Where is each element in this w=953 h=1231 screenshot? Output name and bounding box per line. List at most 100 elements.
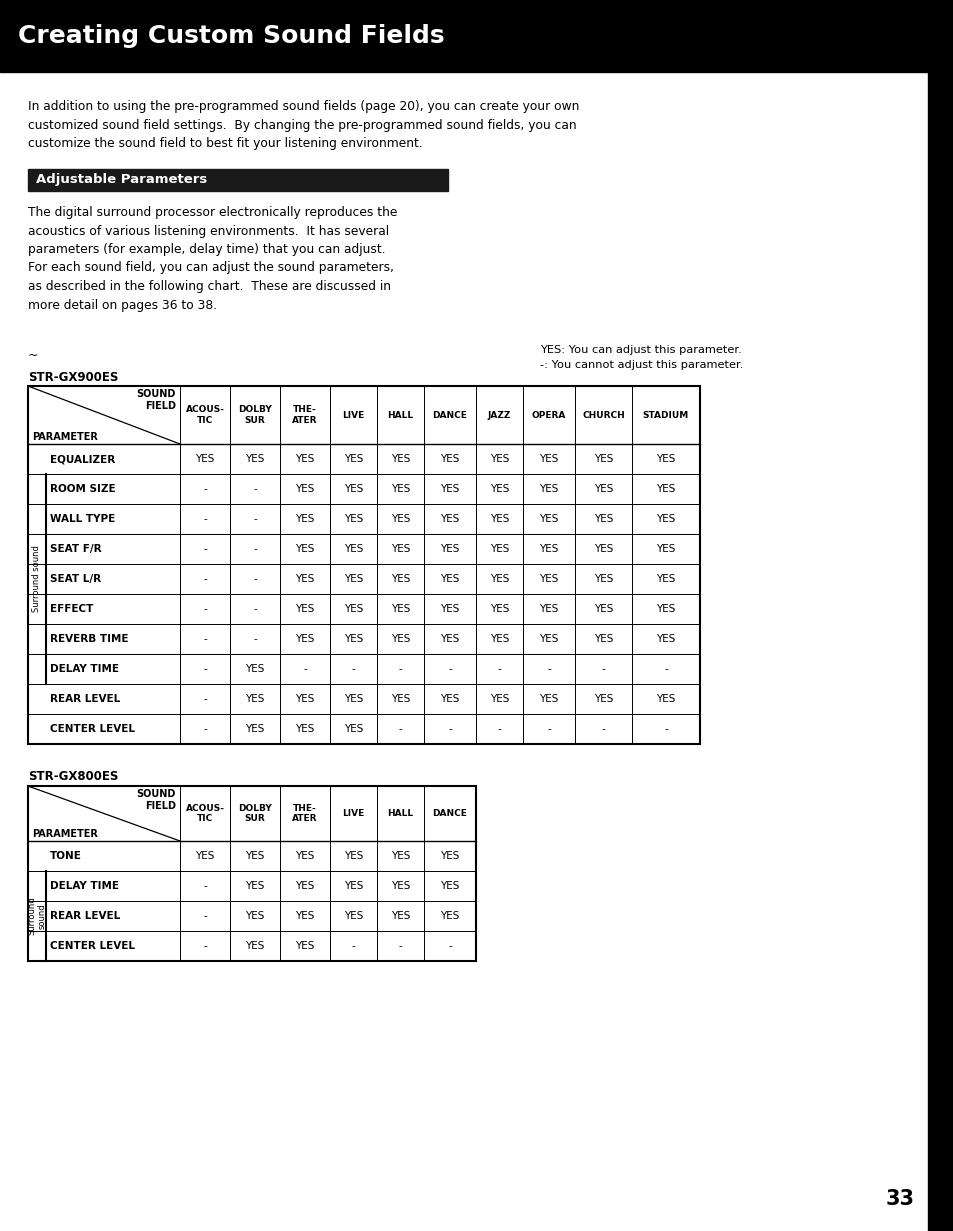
Text: -: - bbox=[497, 724, 501, 734]
Text: SOUND
FIELD: SOUND FIELD bbox=[136, 789, 175, 810]
Text: YES: YES bbox=[656, 634, 675, 644]
Text: YES: YES bbox=[391, 515, 410, 524]
Text: LIVE: LIVE bbox=[342, 410, 364, 420]
Text: Adjustable Parameters: Adjustable Parameters bbox=[36, 174, 207, 187]
Text: YES: YES bbox=[440, 515, 459, 524]
Text: -: - bbox=[448, 940, 452, 952]
Text: -: - bbox=[203, 664, 207, 675]
Text: YES: YES bbox=[295, 940, 314, 952]
Text: THE-
ATER: THE- ATER bbox=[292, 804, 317, 824]
Text: YES: YES bbox=[295, 634, 314, 644]
Text: YES: YES bbox=[593, 574, 613, 583]
Text: YES: YES bbox=[295, 911, 314, 921]
Text: YES: YES bbox=[343, 515, 363, 524]
Text: ROOM SIZE: ROOM SIZE bbox=[50, 484, 115, 494]
Text: YES: YES bbox=[295, 454, 314, 464]
Text: YES: YES bbox=[343, 724, 363, 734]
Text: YES: YES bbox=[489, 484, 509, 494]
Text: YES: YES bbox=[440, 911, 459, 921]
Text: YES: YES bbox=[391, 454, 410, 464]
Text: -: - bbox=[398, 724, 402, 734]
Text: -: - bbox=[203, 634, 207, 644]
Text: -: - bbox=[663, 724, 667, 734]
Text: Surround sound: Surround sound bbox=[32, 545, 42, 613]
Text: YES: YES bbox=[593, 634, 613, 644]
Text: PARAMETER: PARAMETER bbox=[32, 432, 98, 442]
Text: EFFECT: EFFECT bbox=[50, 604, 93, 614]
Text: YES: YES bbox=[440, 484, 459, 494]
Text: -: - bbox=[303, 664, 307, 675]
Text: YES: YES bbox=[656, 694, 675, 704]
Text: THE-
ATER: THE- ATER bbox=[292, 405, 317, 425]
Text: YES: YES bbox=[538, 544, 558, 554]
Text: -: - bbox=[253, 574, 256, 583]
Text: YES: YES bbox=[656, 544, 675, 554]
Text: YES: YES bbox=[593, 454, 613, 464]
Text: HALL: HALL bbox=[387, 809, 414, 819]
Text: -: - bbox=[203, 724, 207, 734]
Text: YES: YES bbox=[440, 634, 459, 644]
Text: HALL: HALL bbox=[387, 410, 414, 420]
Text: -: - bbox=[547, 664, 550, 675]
Text: YES: YES bbox=[391, 851, 410, 860]
Text: YES: YES bbox=[391, 604, 410, 614]
Text: ACOUS-
TIC: ACOUS- TIC bbox=[185, 804, 224, 824]
Text: WALL TYPE: WALL TYPE bbox=[50, 515, 115, 524]
Bar bbox=[0, 0, 927, 71]
Text: -: - bbox=[203, 544, 207, 554]
Text: TONE: TONE bbox=[50, 851, 82, 860]
Text: YES: YES bbox=[656, 604, 675, 614]
Text: YES: YES bbox=[440, 604, 459, 614]
Text: YES: YES bbox=[489, 604, 509, 614]
Text: YES: YES bbox=[538, 694, 558, 704]
Text: YES: YES bbox=[295, 694, 314, 704]
Text: -: - bbox=[203, 911, 207, 921]
Text: -: - bbox=[203, 940, 207, 952]
Text: YES: YES bbox=[656, 484, 675, 494]
Text: -: - bbox=[398, 940, 402, 952]
Text: -: - bbox=[448, 724, 452, 734]
Text: -: You cannot adjust this parameter.: -: You cannot adjust this parameter. bbox=[539, 359, 742, 371]
Text: The digital surround processor electronically reproduces the
acoustics of variou: The digital surround processor electroni… bbox=[28, 206, 397, 311]
Bar bbox=[28, 169, 448, 191]
Text: JAZZ: JAZZ bbox=[487, 410, 511, 420]
Text: YES: YES bbox=[343, 851, 363, 860]
Text: REVERB TIME: REVERB TIME bbox=[50, 634, 129, 644]
Text: YES: YES bbox=[245, 694, 264, 704]
Text: DOLBY
SUR: DOLBY SUR bbox=[238, 405, 272, 425]
Text: YES: YES bbox=[295, 544, 314, 554]
Text: YES: YES bbox=[593, 484, 613, 494]
Text: YES: YES bbox=[656, 574, 675, 583]
Text: YES: YES bbox=[593, 694, 613, 704]
Text: YES: YES bbox=[489, 454, 509, 464]
Text: STR-GX800ES: STR-GX800ES bbox=[28, 771, 118, 783]
Text: SEAT F/R: SEAT F/R bbox=[50, 544, 102, 554]
Text: -: - bbox=[253, 634, 256, 644]
Text: -: - bbox=[601, 724, 605, 734]
Text: YES: YES bbox=[295, 484, 314, 494]
Text: YES: YES bbox=[489, 694, 509, 704]
Text: YES: YES bbox=[440, 454, 459, 464]
Text: YES: YES bbox=[489, 515, 509, 524]
Text: -: - bbox=[253, 515, 256, 524]
Text: YES: YES bbox=[440, 544, 459, 554]
Text: -: - bbox=[352, 664, 355, 675]
Text: -: - bbox=[253, 544, 256, 554]
Text: YES: YES bbox=[391, 694, 410, 704]
Text: LIVE: LIVE bbox=[342, 809, 364, 819]
Text: -: - bbox=[203, 694, 207, 704]
Text: YES: YES bbox=[295, 881, 314, 891]
Text: DOLBY
SUR: DOLBY SUR bbox=[238, 804, 272, 824]
Text: YES: YES bbox=[656, 454, 675, 464]
Text: DELAY TIME: DELAY TIME bbox=[50, 664, 119, 675]
Bar bbox=[28, 787, 476, 961]
Text: YES: YES bbox=[295, 515, 314, 524]
Text: YES: YES bbox=[489, 634, 509, 644]
Text: YES: YES bbox=[440, 851, 459, 860]
Text: YES: YES bbox=[245, 940, 264, 952]
Text: YES: YES bbox=[295, 574, 314, 583]
Text: DANCE: DANCE bbox=[432, 410, 467, 420]
Text: YES: YES bbox=[245, 911, 264, 921]
Text: OPERA: OPERA bbox=[531, 410, 565, 420]
Text: -: - bbox=[398, 664, 402, 675]
